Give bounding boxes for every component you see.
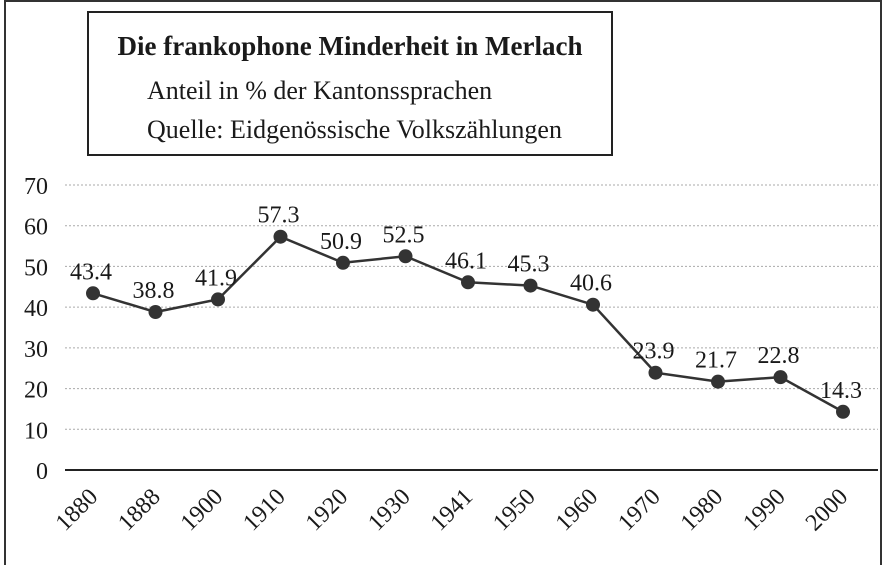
data-point	[523, 278, 538, 293]
chart-subtitle: Anteil in % der Kantonssprachen	[147, 76, 492, 105]
y-tick-label: 20	[24, 378, 48, 404]
y-tick-label: 10	[24, 418, 48, 444]
data-point	[86, 286, 100, 301]
title-box	[87, 11, 613, 156]
chart-source: Quelle: Eidgenössische Volkszählungen	[147, 115, 562, 144]
data-point	[336, 255, 350, 270]
data-label: 45.3	[508, 252, 550, 278]
data-point	[773, 370, 788, 385]
y-tick-label: 60	[24, 215, 48, 241]
y-tick-label: 0	[36, 459, 48, 485]
y-tick-label: 30	[24, 337, 48, 363]
data-label: 14.3	[820, 378, 862, 404]
data-label: 46.1	[445, 248, 487, 274]
data-point	[461, 275, 475, 290]
data-point	[148, 305, 163, 320]
data-point	[211, 292, 225, 307]
y-tick-label: 70	[24, 174, 48, 200]
data-label: 43.4	[70, 259, 112, 285]
data-label: 21.7	[695, 348, 737, 374]
data-label: 23.9	[633, 339, 675, 365]
data-point	[648, 365, 663, 380]
data-label: 57.3	[258, 203, 300, 229]
data-label: 41.9	[195, 265, 237, 291]
data-label: 40.6	[570, 271, 612, 297]
data-label: 50.9	[320, 229, 362, 255]
data-label: 38.8	[133, 278, 175, 304]
y-tick-label: 40	[24, 296, 48, 322]
data-point	[711, 374, 725, 389]
y-tick-label: 50	[24, 255, 48, 281]
data-label: 52.5	[383, 222, 425, 248]
data-label: 22.8	[758, 343, 800, 369]
chart-title: Die frankophone Minderheit in Merlach	[118, 31, 583, 61]
data-point	[586, 297, 600, 312]
data-point	[398, 249, 413, 264]
data-point	[836, 404, 850, 419]
data-point	[273, 229, 288, 244]
